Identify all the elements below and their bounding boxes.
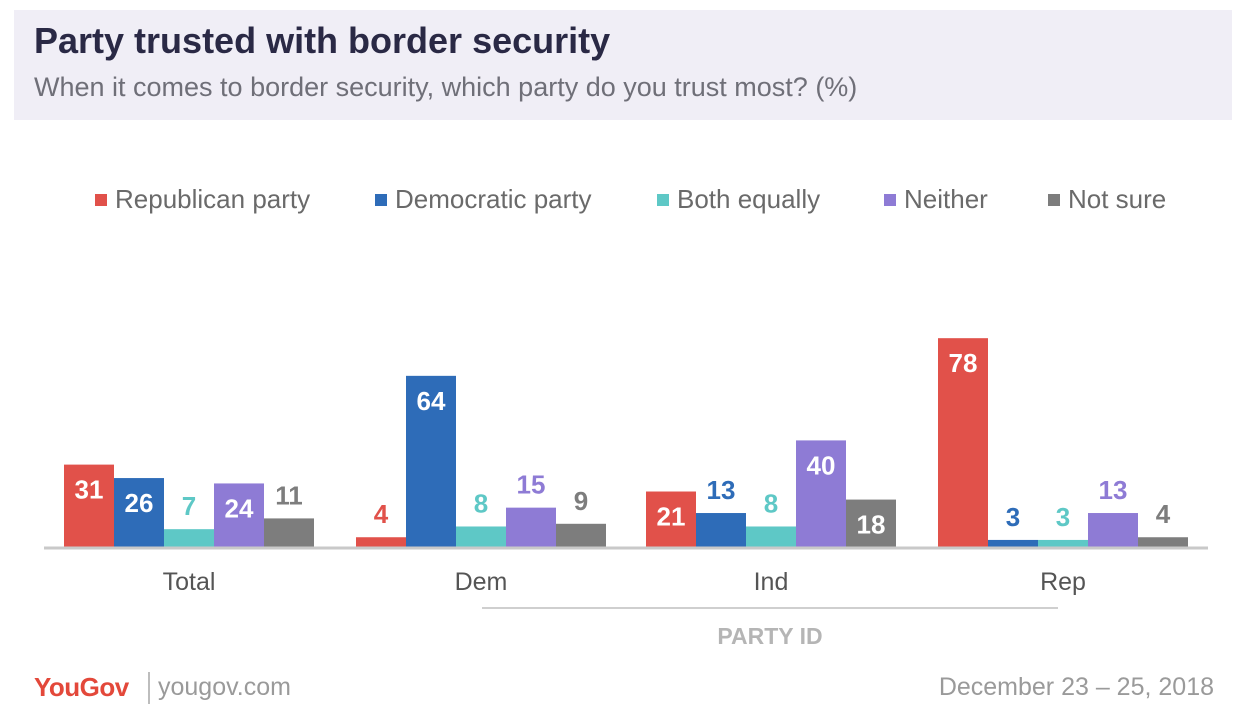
- bar-rep-2: [988, 539, 1038, 548]
- legend: Republican party Democratic party Both e…: [0, 184, 1242, 220]
- bar-total-4: [214, 483, 264, 548]
- bar-rep-5: [1138, 537, 1188, 548]
- data-label-ind-2: 13: [707, 475, 736, 505]
- bar-total-5: [264, 518, 314, 548]
- bar-rep-3: [1038, 539, 1088, 548]
- bar-ind-5: [846, 499, 896, 548]
- legend-item-neither: Neither: [884, 184, 988, 215]
- bar-ind-3: [746, 526, 796, 548]
- bar-total-1: [64, 464, 114, 548]
- data-label-ind-3: 8: [764, 488, 778, 518]
- data-label-rep-5: 4: [1156, 499, 1171, 529]
- legend-label-neither: Neither: [904, 184, 988, 214]
- bar-dem-4: [506, 507, 556, 548]
- bar-rep-4: [1088, 513, 1138, 548]
- legend-label-both: Both equally: [677, 184, 821, 214]
- bar-ind-2: [696, 513, 746, 548]
- legend-label-not-sure: Not sure: [1068, 184, 1167, 214]
- data-label-dem-5: 9: [574, 486, 588, 516]
- legend-item-both: Both equally: [657, 184, 820, 215]
- legend-swatch-democratic: [375, 193, 387, 206]
- legend-label-democratic: Democratic party: [395, 184, 592, 214]
- data-label-dem-4: 15: [517, 470, 546, 500]
- bar-chart: 31 26 7 24 11 Total 4 64 8 15 9 Dem 21 13 8 40 18 Ind 78 3 3…: [44, 338, 1208, 649]
- data-label-total-3: 7: [182, 491, 196, 521]
- category-label-rep: Rep: [1040, 568, 1086, 596]
- bar-dem-5: [556, 523, 606, 548]
- category-label-ind: Ind: [754, 568, 789, 596]
- header-panel: Party trusted with border security When …: [14, 10, 1232, 120]
- data-label-ind-1: 21: [657, 502, 686, 532]
- category-label-total: Total: [163, 568, 216, 596]
- bar-dem-1: [356, 537, 406, 548]
- footer-site: yougov.com: [158, 673, 291, 701]
- legend-item-not-sure: Not sure: [1048, 184, 1166, 215]
- chart-subtitle: When it comes to border security, which …: [34, 72, 858, 102]
- data-label-dem-1: 4: [374, 499, 389, 529]
- legend-item-republican: Republican party: [95, 184, 310, 215]
- bar-rep-1: [938, 338, 988, 548]
- bar-ind-1: [646, 491, 696, 548]
- data-label-total-5: 11: [275, 480, 303, 510]
- data-label-rep-2: 3: [1006, 502, 1020, 532]
- data-label-rep-1: 78: [949, 348, 978, 378]
- legend-label-republican: Republican party: [115, 184, 311, 214]
- data-label-dem-2: 64: [417, 386, 446, 416]
- group-label-party-id: PARTY ID: [717, 623, 822, 649]
- category-label-dem: Dem: [455, 568, 508, 596]
- bar-dem-3: [456, 526, 506, 548]
- legend-swatch-not-sure: [1048, 193, 1060, 206]
- data-label-rep-4: 13: [1099, 475, 1128, 505]
- data-label-dem-3: 8: [474, 488, 488, 518]
- chart-title: Party trusted with border security: [34, 20, 611, 61]
- legend-swatch-both: [657, 193, 669, 206]
- data-label-total-2: 26: [125, 488, 154, 518]
- data-label-ind-4: 40: [807, 450, 836, 480]
- bar-total-3: [164, 529, 214, 548]
- legend-swatch-neither: [884, 193, 896, 206]
- legend-swatch-republican: [95, 193, 107, 206]
- footer-divider: [148, 672, 150, 704]
- yougov-logo: YouGov: [34, 672, 129, 702]
- data-label-ind-5: 18: [857, 510, 886, 540]
- data-label-total-4: 24: [225, 493, 254, 523]
- legend-item-democratic: Democratic party: [375, 184, 592, 215]
- bar-dem-2: [406, 375, 456, 548]
- data-label-total-1: 31: [75, 475, 104, 505]
- footer-date: December 23 – 25, 2018: [938, 673, 1214, 701]
- bar-ind-4: [796, 440, 846, 548]
- data-label-rep-3: 3: [1056, 502, 1070, 532]
- bar-total-2: [114, 478, 164, 548]
